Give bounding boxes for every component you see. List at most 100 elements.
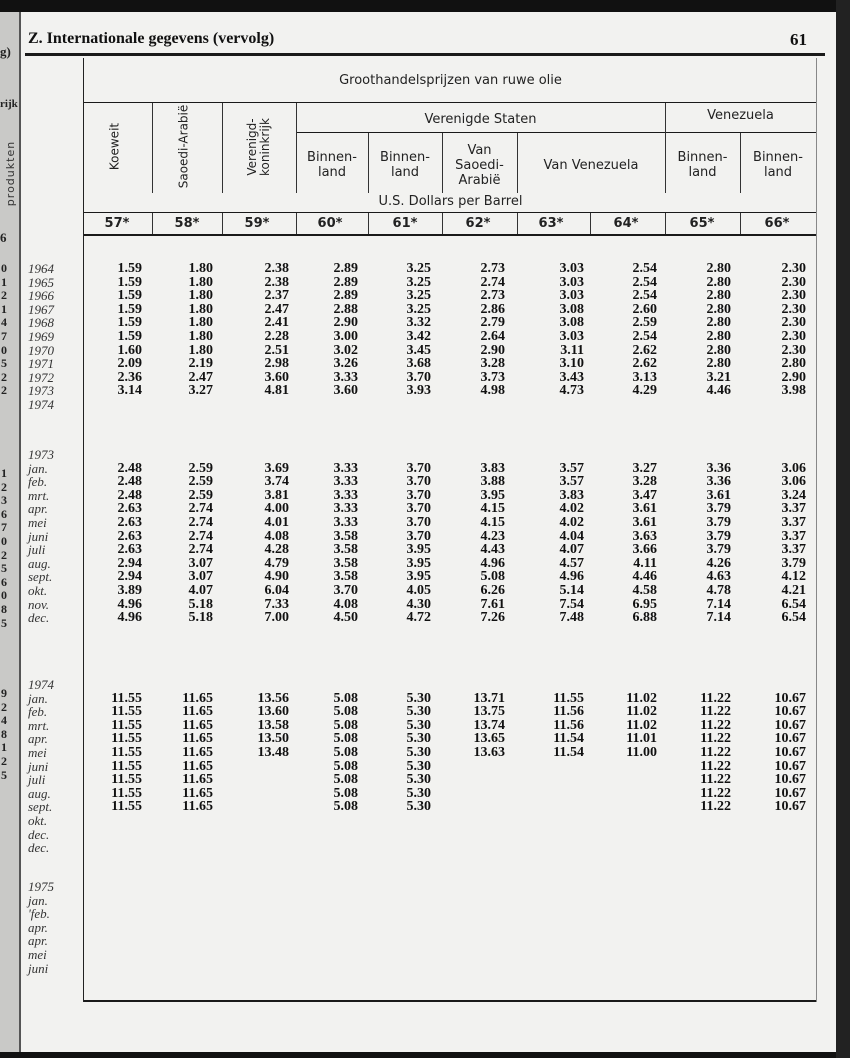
table-cell: 3.70 bbox=[406, 501, 432, 517]
table-cell: 2.38 bbox=[264, 261, 290, 276]
row-label: 1970 bbox=[28, 342, 54, 358]
table-cell: 10.67 bbox=[774, 744, 807, 760]
table-cell: 2.63 bbox=[117, 528, 143, 544]
table-cell: 4.96 bbox=[117, 610, 143, 626]
row-label: jan. bbox=[28, 460, 48, 476]
table-cell: 3.70 bbox=[406, 528, 432, 544]
column-code: 65* bbox=[689, 216, 715, 231]
table-cell: 2.73 bbox=[480, 288, 506, 304]
table-cell: 11.65 bbox=[182, 717, 213, 733]
table-cell: 3.61 bbox=[706, 487, 732, 503]
table-cell: 13.71 bbox=[473, 690, 506, 706]
table-cell: 3.24 bbox=[781, 487, 807, 503]
table-cell: 1.80 bbox=[188, 328, 214, 344]
table-cell: 4.15 bbox=[480, 501, 506, 517]
table-cell: 11.65 bbox=[182, 758, 213, 774]
table-cell: 1.80 bbox=[188, 342, 214, 358]
table-cell: 3.03 bbox=[559, 274, 585, 290]
table-cell: 2.30 bbox=[781, 342, 807, 358]
table-cell: 1.59 bbox=[117, 301, 143, 317]
table-cell: 5.08 bbox=[333, 772, 359, 788]
table-cell: 11.22 bbox=[700, 785, 731, 801]
table-cell: 2.59 bbox=[632, 315, 658, 331]
group-header-united-states: Verenigde Staten bbox=[424, 112, 537, 127]
table-cell: 3.13 bbox=[632, 369, 658, 385]
table-cell: 4.30 bbox=[406, 596, 432, 612]
table-cell: 2.38 bbox=[264, 274, 290, 290]
table-cell: 2.19 bbox=[188, 356, 214, 372]
table-cell: 3.33 bbox=[333, 501, 359, 517]
table-cell: 3.95 bbox=[406, 555, 432, 571]
table-cell: 3.93 bbox=[406, 383, 432, 399]
table-cell: 3.79 bbox=[706, 514, 732, 530]
table-cell: 5.08 bbox=[333, 731, 359, 747]
table-cell: 13.63 bbox=[473, 744, 506, 760]
table-cell: 3.83 bbox=[559, 487, 585, 503]
column-code: 59* bbox=[244, 216, 270, 231]
row-label: juli bbox=[28, 772, 46, 788]
table-cell: 3.61 bbox=[632, 501, 658, 517]
table-cell: 3.58 bbox=[333, 555, 359, 571]
prev-page-fragment: 6 bbox=[0, 230, 7, 245]
table-cell: 7.26 bbox=[480, 610, 506, 626]
table-cell: 4.50 bbox=[333, 610, 359, 626]
table-cell: 11.65 bbox=[182, 744, 213, 760]
table-cell: 2.51 bbox=[264, 342, 290, 358]
table-cell: 11.02 bbox=[626, 704, 657, 720]
table-cell: 11.55 bbox=[111, 704, 142, 720]
table-cell: 3.03 bbox=[559, 288, 585, 304]
table-cell: 5.08 bbox=[333, 704, 359, 720]
table-cell: 4.78 bbox=[706, 582, 732, 598]
row-label: dec. bbox=[28, 840, 50, 856]
table-cell: 10.67 bbox=[774, 799, 807, 815]
table-cell: 3.37 bbox=[781, 528, 807, 544]
table-cell: 4.07 bbox=[559, 542, 585, 558]
book-edge bbox=[836, 0, 850, 1058]
table-cell: 2.62 bbox=[632, 356, 658, 372]
row-label: 1966 bbox=[28, 288, 54, 304]
table-cell: 2.54 bbox=[632, 261, 658, 276]
row-label: mei bbox=[28, 744, 47, 760]
table-cell: 11.56 bbox=[553, 704, 584, 720]
table-cell: 3.33 bbox=[333, 514, 359, 530]
table-cell: 4.26 bbox=[706, 555, 732, 571]
table-cell: 13.50 bbox=[257, 731, 290, 747]
row-label: apr. bbox=[28, 919, 48, 935]
table-cell: 2.98 bbox=[264, 356, 290, 372]
table-cell: 2.64 bbox=[480, 328, 506, 344]
table-cell: 3.60 bbox=[264, 369, 290, 385]
table-cell: 3.33 bbox=[333, 369, 359, 385]
table-cell: 3.28 bbox=[632, 474, 658, 490]
table-cell: 2.59 bbox=[188, 474, 214, 490]
table-cell: 6.26 bbox=[480, 582, 506, 598]
table-cell: 11.22 bbox=[700, 772, 731, 788]
column-header-venezuela-binnenland-1: Binnen- land bbox=[677, 150, 728, 180]
table-cell: 11.56 bbox=[553, 717, 584, 733]
table-cell: 3.68 bbox=[406, 356, 432, 372]
table-cell: 4.57 bbox=[559, 555, 585, 571]
table-cell: 4.72 bbox=[406, 610, 432, 626]
row-label: 1972 bbox=[28, 369, 54, 385]
row-label: 1974 bbox=[28, 396, 54, 412]
table-cell: 11.22 bbox=[700, 744, 731, 760]
table-cell: 3.03 bbox=[559, 328, 585, 344]
table-cell: 4.02 bbox=[559, 514, 585, 530]
table-cell: 11.00 bbox=[626, 744, 657, 760]
table-cell: 4.23 bbox=[480, 528, 506, 544]
table-cell: 2.88 bbox=[333, 301, 359, 317]
group-header-venezuela: Venezuela bbox=[707, 108, 774, 123]
table-cell: 3.08 bbox=[559, 315, 585, 331]
table-cell: 7.00 bbox=[264, 610, 290, 626]
table-cell: 4.46 bbox=[632, 569, 658, 585]
table-cell: 11.55 bbox=[111, 785, 142, 801]
row-label: 1968 bbox=[28, 315, 54, 331]
table-cell: 4.96 bbox=[117, 596, 143, 612]
table-cell: 7.14 bbox=[706, 610, 732, 626]
table-cell: 5.08 bbox=[333, 690, 359, 706]
table-cell: 3.66 bbox=[632, 542, 658, 558]
table-cell: 5.08 bbox=[333, 744, 359, 760]
column-header-us-binnenland-2: Binnen- land bbox=[380, 150, 430, 180]
table-cell: 2.28 bbox=[264, 328, 290, 344]
table-cell: 2.80 bbox=[781, 356, 807, 372]
table-cell: 1.59 bbox=[117, 315, 143, 331]
